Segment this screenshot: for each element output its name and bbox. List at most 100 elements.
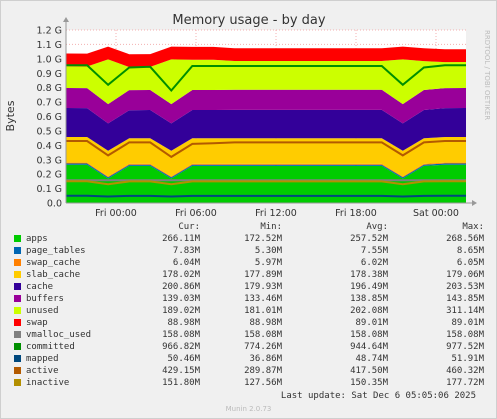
legend-cur: 151.80M xyxy=(162,378,200,388)
legend-avg: 6.02M xyxy=(360,258,388,268)
legend-label: page_tables xyxy=(26,246,86,256)
legend-label: unused xyxy=(26,306,59,316)
legend-cur: 429.15M xyxy=(162,366,200,376)
area-buffers xyxy=(66,88,466,124)
legend-cur: 88.98M xyxy=(167,318,200,328)
legend-row-swap: swap 88.98M 88.98M 89.01M 89.01M xyxy=(0,317,497,329)
y-tick-label: 0.5 G xyxy=(37,126,63,137)
legend-swatch xyxy=(14,379,21,386)
header-avg: Avg: xyxy=(366,222,388,232)
legend-avg: 138.85M xyxy=(350,294,388,304)
legend-min: 177.89M xyxy=(244,270,282,280)
y-axis-label: Bytes xyxy=(4,100,17,131)
legend-cur: 158.08M xyxy=(162,330,200,340)
legend-swatch xyxy=(14,355,21,362)
x-tick-label: Fri 00:00 xyxy=(95,208,137,219)
legend-swatch xyxy=(14,271,21,278)
legend-label: swap_cache xyxy=(26,258,81,268)
legend-max: 179.06M xyxy=(446,270,484,280)
legend-label: swap xyxy=(26,318,48,328)
legend-min: 774.26M xyxy=(244,342,282,352)
legend-avg: 89.01M xyxy=(355,318,388,328)
legend-swatch xyxy=(14,343,21,350)
header-min: Min: xyxy=(260,222,282,232)
line-committed xyxy=(66,64,466,93)
legend-row-committed: committed 966.82M 774.26M 944.64M 977.52M xyxy=(0,341,497,353)
legend-min: 172.52M xyxy=(244,234,282,244)
legend-swatch xyxy=(14,319,21,326)
x-tick-label: Fri 12:00 xyxy=(255,208,297,219)
legend-max: 311.14M xyxy=(446,306,484,316)
legend-swatch xyxy=(14,307,21,314)
legend-min: 158.08M xyxy=(244,330,282,340)
legend-avg: 257.52M xyxy=(350,234,388,244)
area-swap xyxy=(66,46,466,68)
legend-avg: 7.55M xyxy=(360,246,388,256)
legend-cur: 50.46M xyxy=(167,354,200,364)
legend-max: 8.65M xyxy=(456,246,484,256)
last-update-text: Last update: Sat Dec 6 05:05:06 2025 xyxy=(280,391,476,401)
legend-row-apps: apps 266.11M 172.52M 257.52M 268.56M xyxy=(0,233,497,245)
y-tick-label: 1.1 G xyxy=(37,40,63,51)
legend-row-vmalloc-used: vmalloc_used 158.08M 158.08M 158.08M 158.08M xyxy=(0,329,497,341)
legend-swatch xyxy=(14,235,21,242)
x-tick-label: Sat 00:00 xyxy=(413,208,459,219)
y-tick-label: 0.3 G xyxy=(37,155,63,166)
legend-avg: 150.35M xyxy=(350,378,388,388)
legend-row-unused: unused 189.02M 181.01M 202.08M 311.14M xyxy=(0,305,497,317)
legend-min: 88.98M xyxy=(249,318,282,328)
legend-avg: 196.49M xyxy=(350,282,388,292)
legend-cur: 139.03M xyxy=(162,294,200,304)
legend-swatch xyxy=(14,331,21,338)
y-tick-label: 0.1 G xyxy=(37,184,63,195)
legend-max: 460.32M xyxy=(446,366,484,376)
legend-max: 203.53M xyxy=(446,282,484,292)
header-cur: Cur: xyxy=(178,222,200,232)
legend-row-swap-cache: swap_cache 6.04M 5.97M 6.02M 6.05M xyxy=(0,257,497,269)
rrdtool-side-label: RRDTOOL / TOBI OETIKER xyxy=(483,30,491,120)
line-active xyxy=(66,140,466,159)
legend-swatch xyxy=(14,283,21,290)
legend-max: 51.91M xyxy=(451,354,484,364)
legend-label: committed xyxy=(26,342,75,352)
legend-label: mapped xyxy=(26,354,59,364)
legend-min: 5.30M xyxy=(254,246,282,256)
legend-swatch xyxy=(14,367,21,374)
legend-min: 133.46M xyxy=(244,294,282,304)
legend-cur: 189.02M xyxy=(162,306,200,316)
legend-label: cache xyxy=(26,282,54,292)
y-tick-label: 0.6 G xyxy=(37,112,63,123)
legend-min: 36.86M xyxy=(249,354,282,364)
legend-cur: 200.86M xyxy=(162,282,200,292)
line-inactive xyxy=(66,180,466,186)
legend-swatch xyxy=(14,247,21,254)
y-tick-label: 0.7 G xyxy=(37,98,63,109)
legend-label: inactive xyxy=(26,378,70,388)
y-tick-label: 0.2 G xyxy=(37,170,63,181)
legend-avg: 417.50M xyxy=(350,366,388,376)
legend-row-cache: cache 200.86M 179.93M 196.49M 203.53M xyxy=(0,281,497,293)
legend-row-mapped: mapped 50.46M 36.86M 48.74M 51.91M xyxy=(0,353,497,365)
legend-min: 289.87M xyxy=(244,366,282,376)
area-unused xyxy=(66,59,466,105)
legend-label: apps xyxy=(26,234,48,244)
header-max: Max: xyxy=(462,222,484,232)
legend-max: 158.08M xyxy=(446,330,484,340)
x-axis-arrow xyxy=(472,200,477,206)
legend-label: buffers xyxy=(26,294,64,304)
x-tick-label: Fri 06:00 xyxy=(175,208,217,219)
legend-swatch xyxy=(14,259,21,266)
legend-avg: 48.74M xyxy=(355,354,388,364)
legend-max: 268.56M xyxy=(446,234,484,244)
legend-row-active: active 429.15M 289.87M 417.50M 460.32M xyxy=(0,365,497,377)
legend-avg: 202.08M xyxy=(350,306,388,316)
legend-min: 181.01M xyxy=(244,306,282,316)
chart-title: Memory usage - by day xyxy=(172,13,325,28)
area-page-tables xyxy=(66,163,466,179)
line-mapped xyxy=(66,194,466,198)
legend-max: 143.85M xyxy=(446,294,484,304)
y-tick-label: 0.9 G xyxy=(37,69,63,80)
legend-cur: 6.04M xyxy=(172,258,200,268)
legend-table: Cur: Min: Avg: Max: apps 266.11M 172.52M 25… xyxy=(0,221,497,389)
legend-row-buffers: buffers 139.03M 133.46M 138.85M 143.85M xyxy=(0,293,497,305)
